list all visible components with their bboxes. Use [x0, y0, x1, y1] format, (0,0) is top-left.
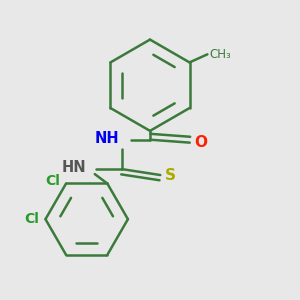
Text: NH: NH: [94, 131, 119, 146]
Text: CH₃: CH₃: [210, 48, 232, 61]
Text: S: S: [165, 167, 176, 182]
Text: HN: HN: [62, 160, 87, 175]
Text: Cl: Cl: [45, 174, 60, 188]
Text: O: O: [194, 135, 207, 150]
Text: Cl: Cl: [25, 212, 40, 226]
